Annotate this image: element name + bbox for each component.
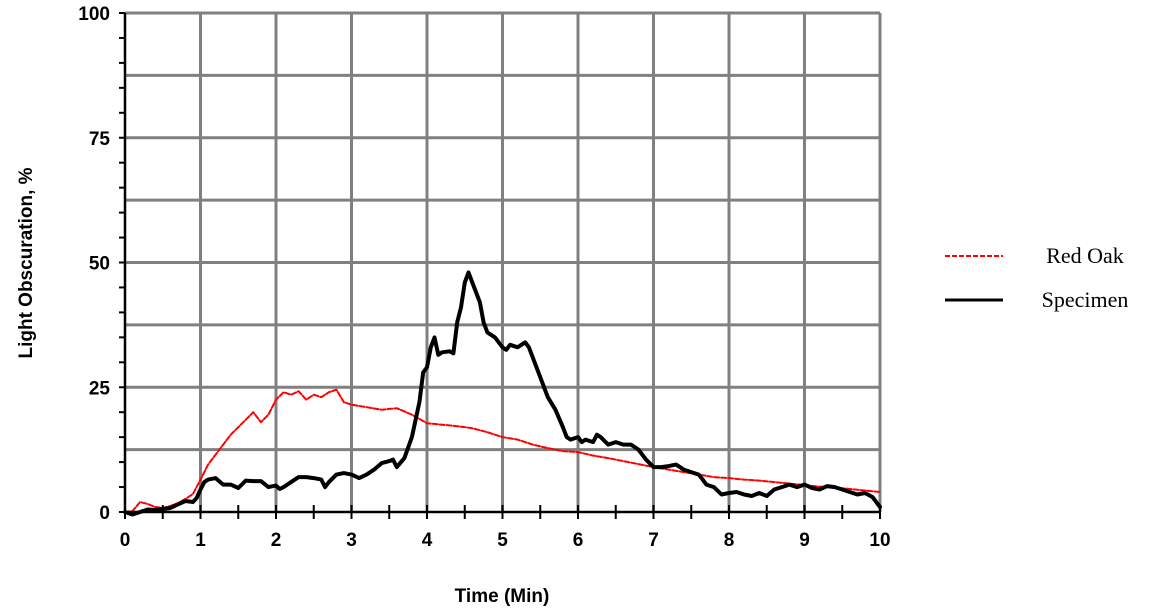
x-tick-label: 8	[724, 530, 735, 551]
y-tick-label: 0	[99, 503, 110, 524]
x-tick-label: 1	[195, 530, 206, 551]
series-group	[123, 270, 882, 517]
x-tick-label: 10	[869, 530, 890, 551]
y-tick-label: 100	[78, 4, 110, 25]
series-line-specimen	[123, 270, 882, 517]
x-tick-label: 5	[497, 530, 508, 551]
x-axis-title: Time (Min)	[455, 586, 550, 607]
axes	[119, 12, 881, 519]
legend: Red Oak Specimen	[945, 243, 1128, 312]
x-tick-label: 9	[799, 530, 810, 551]
x-tick-label: 4	[422, 530, 433, 551]
y-axis-title: Light Obscuration, %	[16, 167, 37, 358]
x-tick-label: 6	[573, 530, 584, 551]
series-line-red-oak	[124, 388, 881, 513]
x-tick-label: 7	[648, 530, 659, 551]
y-tick-label: 25	[89, 378, 111, 399]
legend-label-specimen: Specimen	[1042, 287, 1129, 312]
y-tick-label: 75	[89, 129, 111, 150]
x-tick-label: 0	[120, 530, 131, 551]
y-tick-label: 50	[89, 254, 110, 275]
x-tick-label: 3	[346, 530, 357, 551]
x-tick-label: 2	[271, 530, 282, 551]
grid	[125, 11, 882, 512]
legend-label-red-oak: Red Oak	[1046, 243, 1124, 268]
